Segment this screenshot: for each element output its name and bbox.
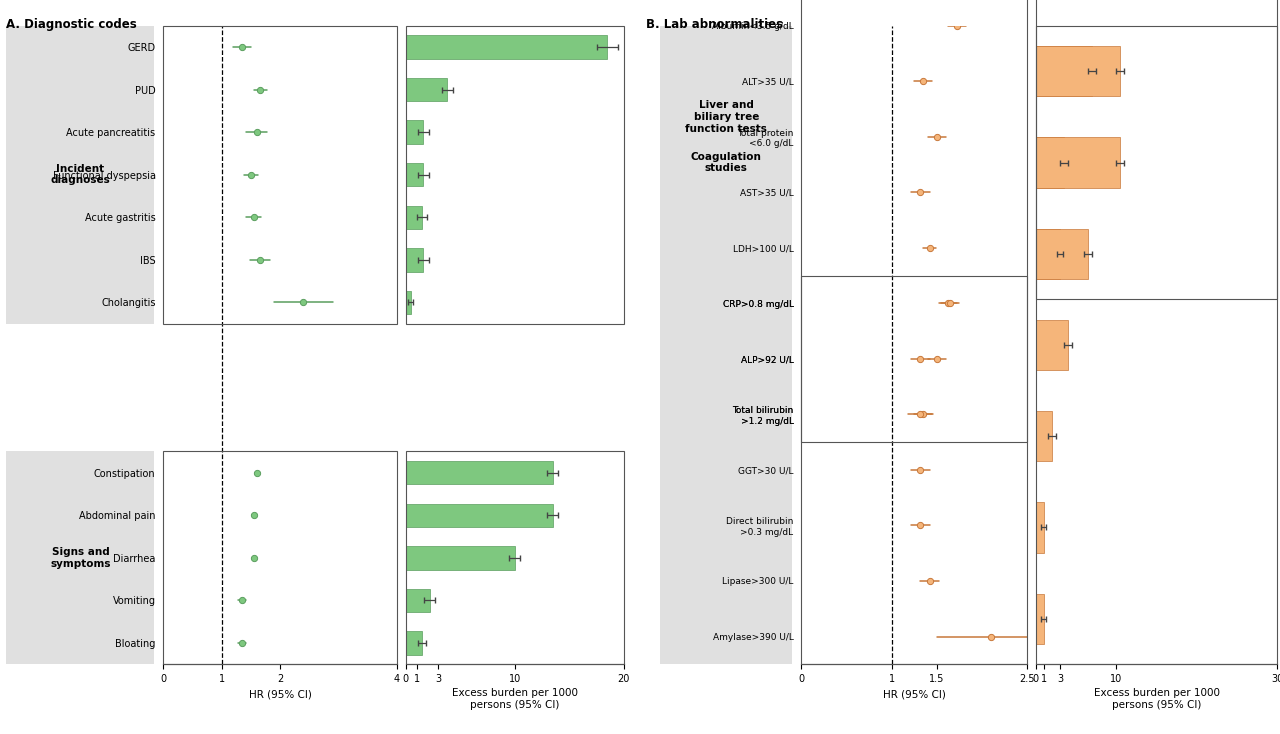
- Bar: [406, 631, 422, 655]
- Bar: [406, 461, 553, 484]
- Bar: [406, 291, 411, 314]
- Bar: [1036, 229, 1088, 279]
- Bar: [1036, 594, 1044, 644]
- Bar: [1036, 137, 1064, 188]
- Bar: [1036, 229, 1060, 279]
- Bar: [801, 275, 1027, 442]
- Bar: [1036, 137, 1120, 188]
- Bar: [1036, 26, 1277, 299]
- Bar: [1036, 46, 1120, 96]
- Bar: [1036, 411, 1052, 461]
- Bar: [660, 26, 792, 299]
- Bar: [406, 120, 424, 144]
- Bar: [1036, 502, 1044, 553]
- Bar: [406, 35, 608, 59]
- Text: B. Lab abnormalities: B. Lab abnormalities: [646, 18, 783, 32]
- Bar: [406, 248, 424, 272]
- Text: Liver and
biliary tree
function tests: Liver and biliary tree function tests: [685, 101, 767, 134]
- Text: Signs and
symptoms: Signs and symptoms: [50, 547, 110, 569]
- X-axis label: HR (95% CI): HR (95% CI): [883, 689, 946, 700]
- Bar: [1036, 320, 1068, 370]
- X-axis label: Excess burden per 1000
persons (95% CI): Excess burden per 1000 persons (95% CI): [452, 688, 577, 710]
- Bar: [406, 451, 623, 664]
- Bar: [163, 26, 397, 324]
- X-axis label: Excess burden per 1000
persons (95% CI): Excess burden per 1000 persons (95% CI): [1093, 688, 1220, 710]
- Bar: [1036, 0, 1120, 5]
- Text: Coagulation
studies: Coagulation studies: [691, 152, 762, 173]
- Text: Incident
diagnoses: Incident diagnoses: [50, 164, 110, 186]
- Bar: [1036, 46, 1092, 96]
- Bar: [406, 163, 424, 186]
- X-axis label: HR (95% CI): HR (95% CI): [248, 689, 311, 700]
- Bar: [6, 451, 155, 664]
- Bar: [406, 504, 553, 527]
- Bar: [406, 589, 430, 612]
- Bar: [406, 78, 447, 101]
- Bar: [6, 26, 155, 324]
- Bar: [406, 546, 515, 570]
- Bar: [406, 26, 623, 324]
- Bar: [406, 206, 422, 229]
- Text: A. Diagnostic codes: A. Diagnostic codes: [6, 18, 137, 32]
- Bar: [163, 451, 397, 664]
